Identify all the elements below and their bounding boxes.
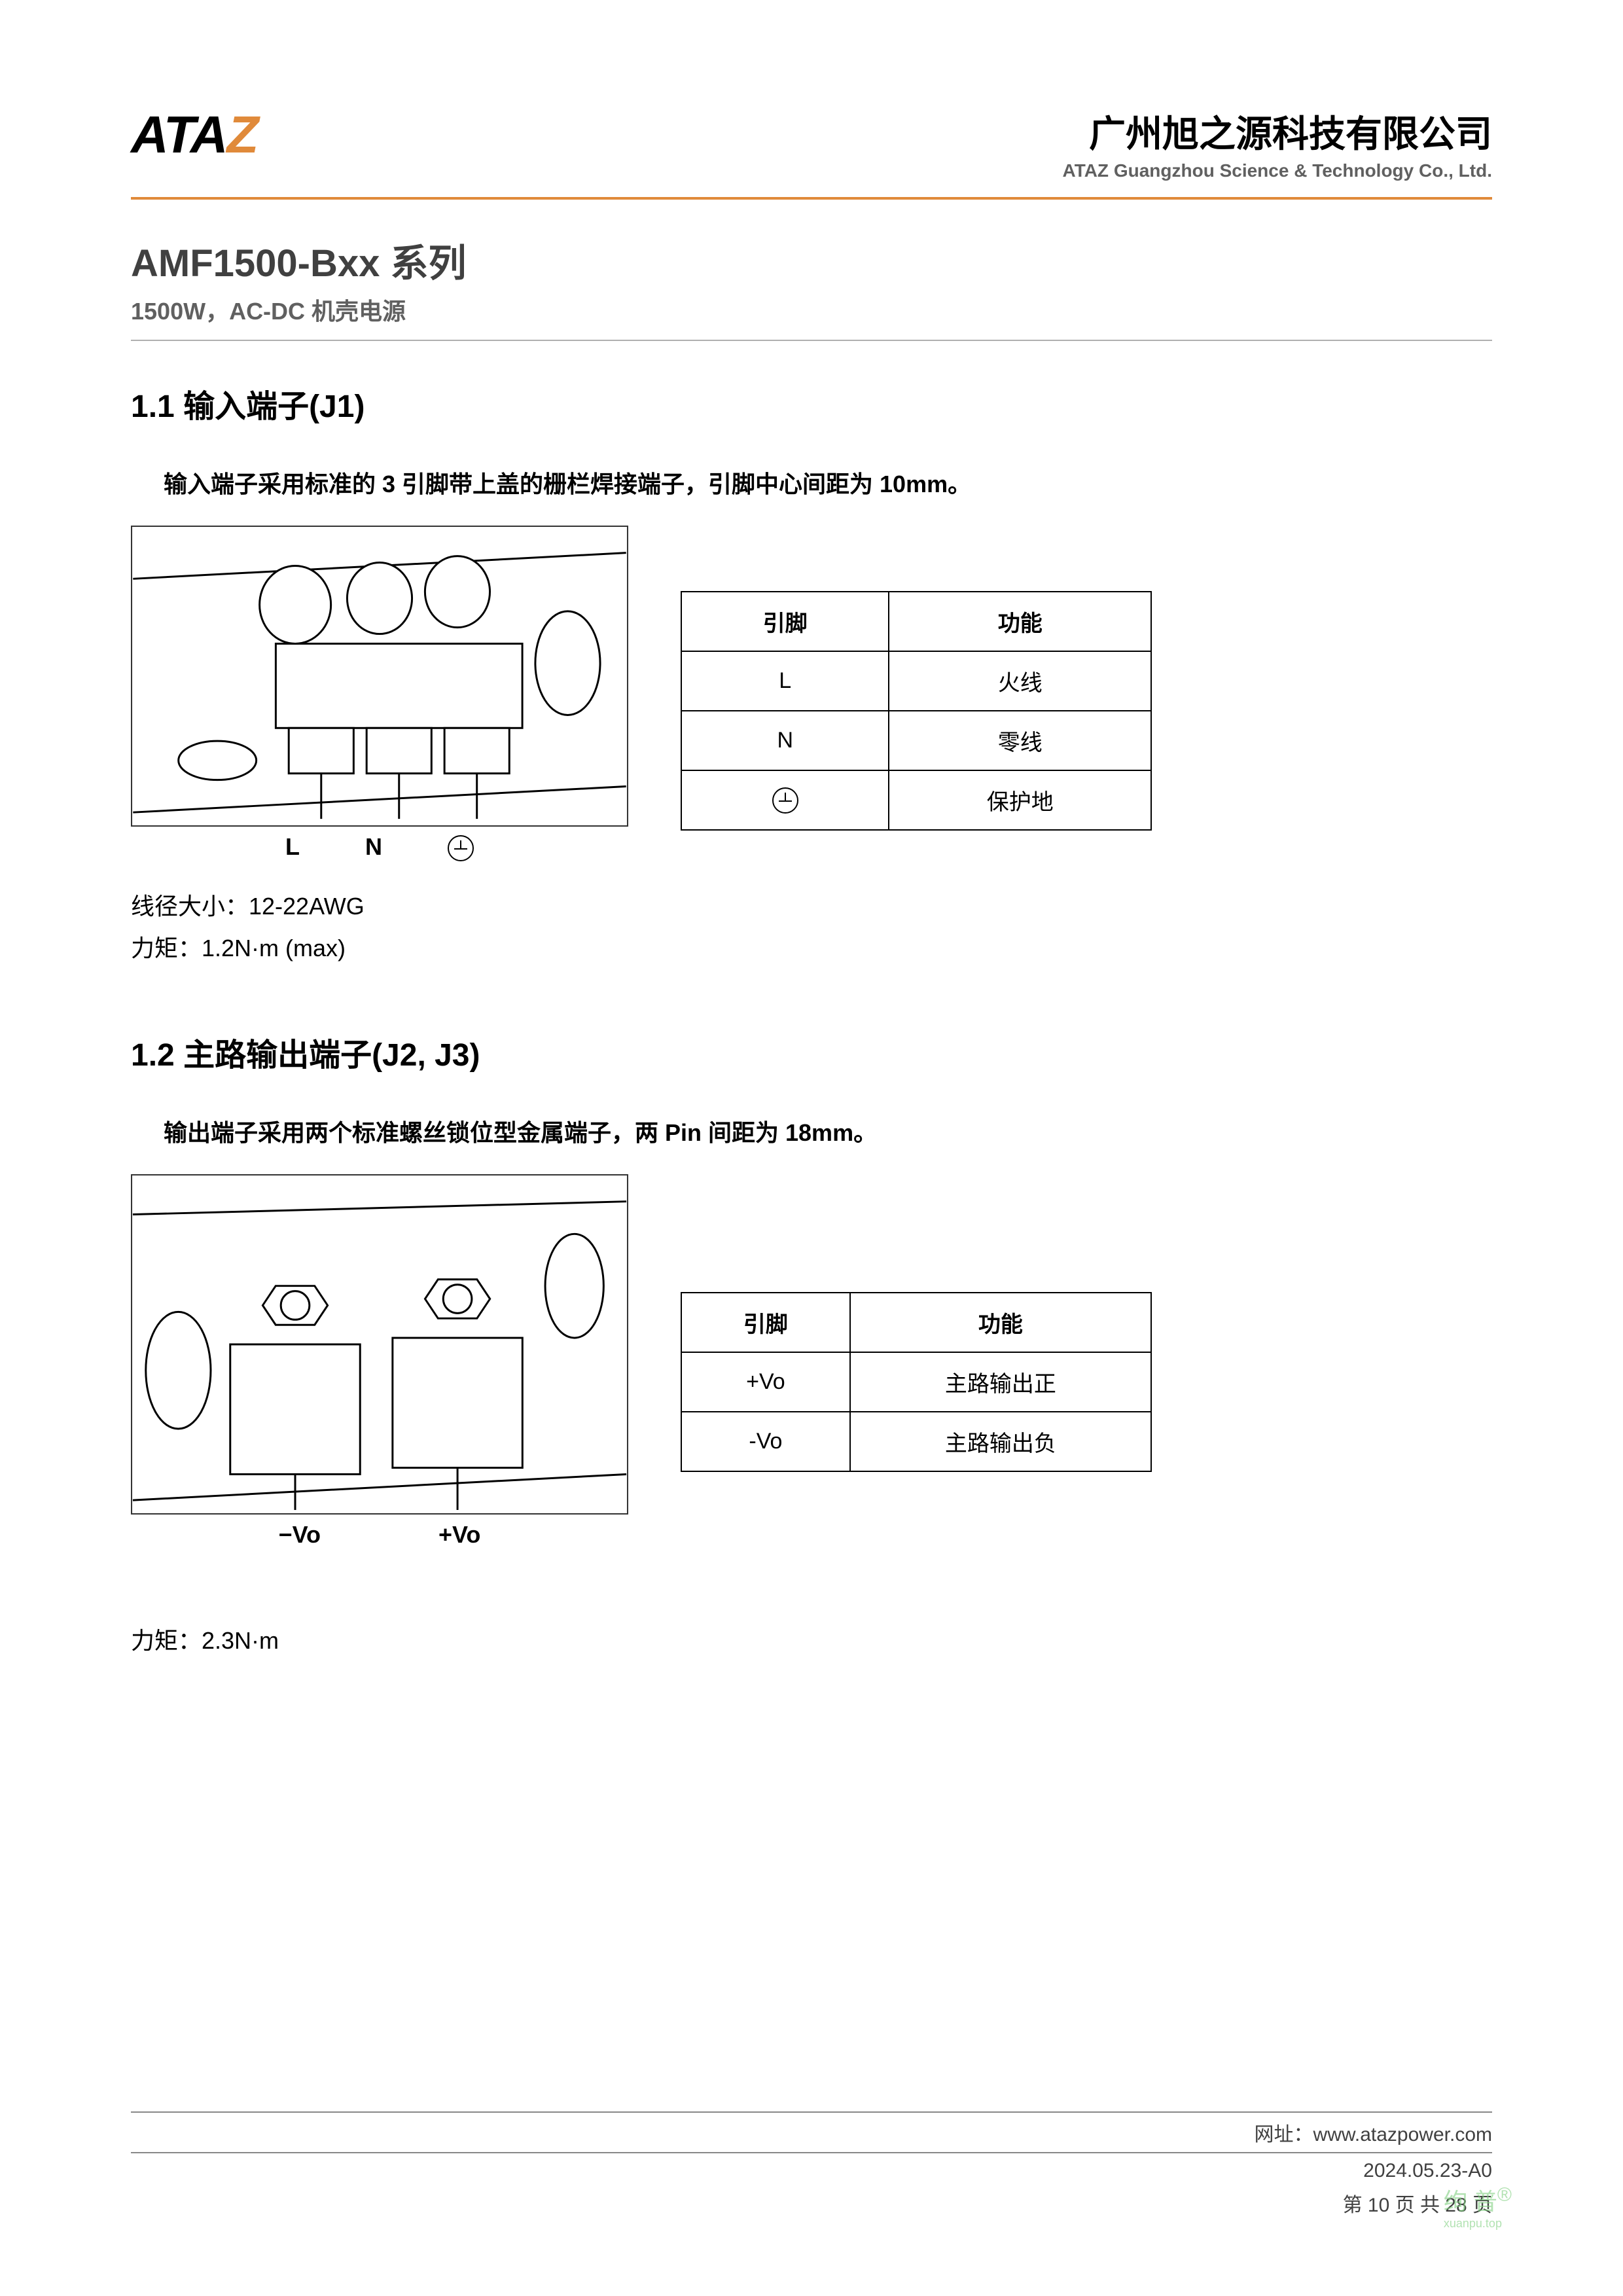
cell-pin: N bbox=[681, 711, 889, 770]
col-pin: 引脚 bbox=[681, 592, 889, 651]
diagram-j2j3-image bbox=[131, 1174, 628, 1515]
cell-func: 保护地 bbox=[889, 770, 1151, 830]
diagram-label-neg-vo: −Vo bbox=[279, 1521, 321, 1549]
logo-text: ATA bbox=[131, 105, 227, 164]
section-1-1: 1.1 输入端子(J1) 输入端子采用标准的 3 引脚带上盖的栅栏焊接端子，引脚… bbox=[131, 380, 1492, 963]
section-1-2-description: 输出端子采用两个标准螺丝锁位型金属端子，两 Pin 间距为 18mm。 bbox=[164, 1114, 1492, 1148]
logo-accent: Z bbox=[227, 105, 258, 164]
cell-pin-ground bbox=[681, 770, 889, 830]
section-1-2: 1.2 主路输出端子(J2, J3) 输出端子采用两个标准螺丝锁位型金属端子，两… bbox=[131, 1029, 1492, 1656]
product-title-block: AMF1500-Bxx 系列 1500W，AC-DC 机壳电源 bbox=[131, 232, 1492, 327]
diagram-j2j3-labels: −Vo +Vo bbox=[131, 1521, 628, 1549]
col-function: 功能 bbox=[889, 592, 1151, 651]
table-row: L 火线 bbox=[681, 651, 1151, 711]
watermark-reg: ® bbox=[1497, 2184, 1512, 2206]
diagram-j1-labels: L N bbox=[131, 833, 628, 861]
cell-pin: L bbox=[681, 651, 889, 711]
section-1-1-content: L N 引脚 功能 L 火线 N 零线 bbox=[131, 526, 1492, 861]
cell-func: 主路输出负 bbox=[850, 1412, 1151, 1471]
spec-wire-gauge: 线径大小：12-22AWG bbox=[131, 888, 1492, 922]
site-label: 网址： bbox=[1255, 2124, 1313, 2145]
table-row: 保护地 bbox=[681, 770, 1151, 830]
diagram-label-l: L bbox=[285, 833, 300, 861]
watermark-sub: xuanpu.top bbox=[1444, 2217, 1512, 2231]
section-1-2-content: −Vo +Vo 引脚 功能 +Vo 主路输出正 -Vo 主路输出负 bbox=[131, 1174, 1492, 1549]
output-terminal-diagram: −Vo +Vo bbox=[131, 1174, 628, 1549]
table-header-row: 引脚 功能 bbox=[681, 1293, 1151, 1352]
cell-func: 火线 bbox=[889, 651, 1151, 711]
diagram-label-pos-vo: +Vo bbox=[438, 1521, 480, 1549]
section-1-2-heading: 1.2 主路输出端子(J2, J3) bbox=[131, 1029, 1492, 1075]
input-pin-table: 引脚 功能 L 火线 N 零线 保护地 bbox=[681, 591, 1152, 831]
logo: ATAZ bbox=[131, 105, 257, 165]
company-info: 广州旭之源科技有限公司 ATAZ Guangzhou Science & Tec… bbox=[1063, 105, 1492, 181]
company-name-cn: 广州旭之源科技有限公司 bbox=[1063, 105, 1492, 158]
ground-icon bbox=[448, 835, 474, 861]
footer-page-info: 第 10 页 共 28 页 bbox=[131, 2189, 1492, 2217]
site-url: www.atazpower.com bbox=[1313, 2124, 1492, 2145]
table-row: +Vo 主路输出正 bbox=[681, 1352, 1151, 1412]
product-subtitle: 1500W，AC-DC 机壳电源 bbox=[131, 293, 1492, 327]
diagram-label-ground bbox=[448, 833, 474, 861]
diagram-label-n: N bbox=[365, 833, 382, 861]
cell-func: 主路输出正 bbox=[850, 1352, 1151, 1412]
footer-date-rev: 2024.05.23-A0 bbox=[131, 2160, 1492, 2182]
company-name-en: ATAZ Guangzhou Science & Technology Co.,… bbox=[1063, 160, 1492, 181]
section-1-1-heading: 1.1 输入端子(J1) bbox=[131, 380, 1492, 426]
cell-func: 零线 bbox=[889, 711, 1151, 770]
col-function: 功能 bbox=[850, 1293, 1151, 1352]
table-row: N 零线 bbox=[681, 711, 1151, 770]
table-row: -Vo 主路输出负 bbox=[681, 1412, 1151, 1471]
product-title: AMF1500-Bxx 系列 bbox=[131, 232, 1492, 287]
ground-icon bbox=[772, 787, 798, 814]
table-header-row: 引脚 功能 bbox=[681, 592, 1151, 651]
watermark-main: 绚 普 bbox=[1444, 2188, 1497, 2215]
watermark: 绚 普® xuanpu.top bbox=[1444, 2183, 1512, 2231]
diagram-j1-image bbox=[131, 526, 628, 827]
cell-pin: +Vo bbox=[681, 1352, 850, 1412]
title-divider bbox=[131, 340, 1492, 341]
section-1-1-description: 输入端子采用标准的 3 引脚带上盖的栅栏焊接端子，引脚中心间距为 10mm。 bbox=[164, 465, 1492, 499]
input-terminal-diagram: L N bbox=[131, 526, 628, 861]
col-pin: 引脚 bbox=[681, 1293, 850, 1352]
page-footer: 网址：www.atazpower.com 2024.05.23-A0 第 10 … bbox=[131, 2111, 1492, 2217]
output-pin-table: 引脚 功能 +Vo 主路输出正 -Vo 主路输出负 bbox=[681, 1292, 1152, 1472]
spec-torque-output: 力矩：2.3N·m bbox=[131, 1622, 1492, 1656]
spec-torque: 力矩：1.2N·m (max) bbox=[131, 929, 1492, 963]
cell-pin: -Vo bbox=[681, 1412, 850, 1471]
footer-website: 网址：www.atazpower.com bbox=[131, 2111, 1492, 2153]
page-header: ATAZ 广州旭之源科技有限公司 ATAZ Guangzhou Science … bbox=[131, 105, 1492, 200]
